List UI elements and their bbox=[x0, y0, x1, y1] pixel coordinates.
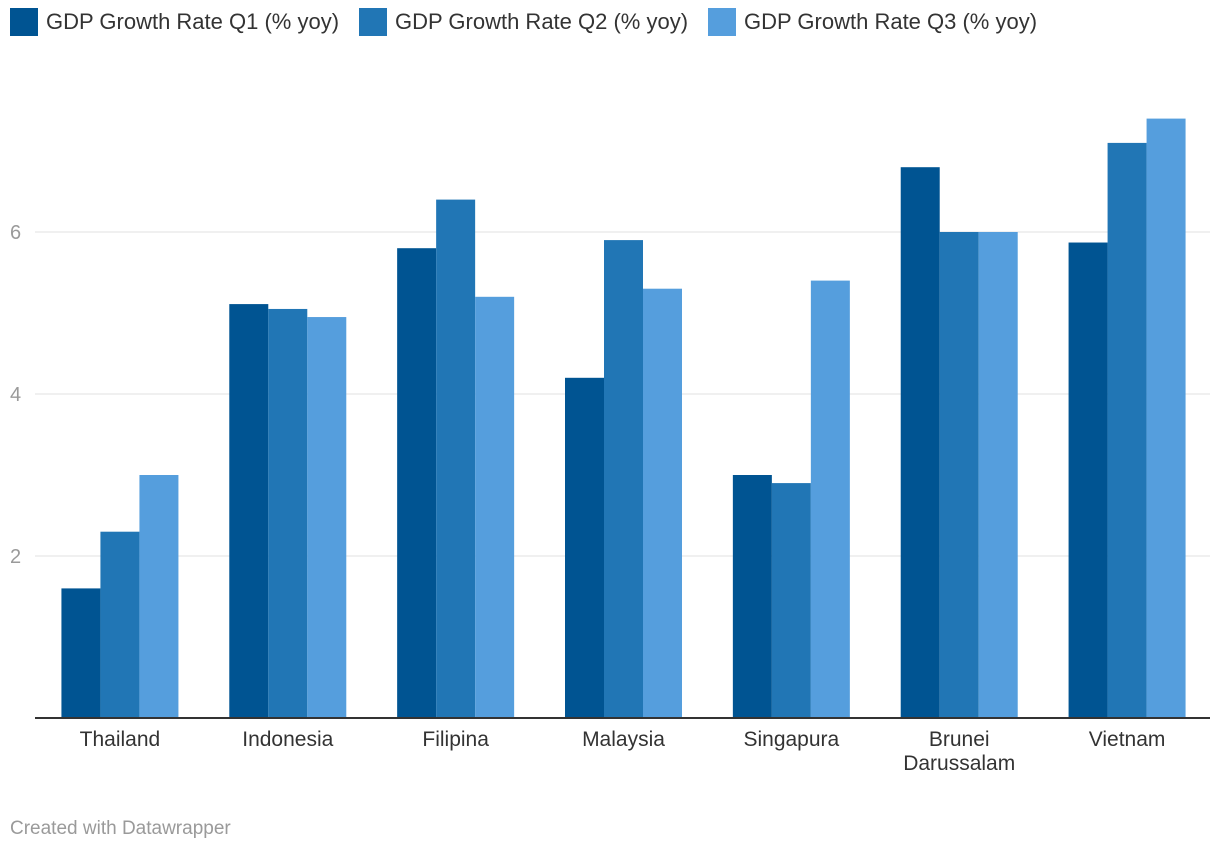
x-category-label: Indonesia bbox=[242, 728, 333, 751]
bar-vietnam-q1 bbox=[1068, 242, 1108, 718]
x-category-label: Malaysia bbox=[582, 728, 665, 751]
bar-filipina-q2 bbox=[436, 199, 476, 719]
legend-label-q1: GDP Growth Rate Q1 (% yoy) bbox=[46, 9, 340, 34]
bar-thailand-q1 bbox=[61, 588, 101, 718]
x-category-label: Filipina bbox=[422, 728, 489, 751]
bar-brunei-darussalam-q1 bbox=[900, 167, 940, 718]
bar-vietnam-q2 bbox=[1107, 142, 1147, 718]
bar-indonesia-q2 bbox=[268, 308, 308, 718]
x-category-label: Vietnam bbox=[1089, 728, 1166, 751]
bar-thailand-q2 bbox=[100, 531, 140, 718]
legend-item-q2[interactable]: GDP Growth Rate Q2 (% yoy) bbox=[359, 8, 688, 36]
legend-item-q1[interactable]: GDP Growth Rate Q1 (% yoy) bbox=[10, 8, 339, 36]
bar-filipina-q1 bbox=[397, 248, 437, 718]
bar-malaysia-q3 bbox=[643, 288, 682, 718]
legend-swatch-q2 bbox=[359, 8, 388, 36]
x-category-label: Thailand bbox=[80, 728, 161, 751]
x-category-label: Brunei bbox=[929, 728, 990, 751]
bar-filipina-q3 bbox=[475, 296, 515, 718]
bar-brunei-darussalam-q3 bbox=[978, 232, 1018, 718]
x-category-label: Singapura bbox=[743, 728, 839, 751]
footer-credit[interactable]: Created with Datawrapper bbox=[10, 818, 231, 839]
legend-label-q3: GDP Growth Rate Q3 (% yoy) bbox=[744, 9, 1038, 34]
bar-brunei-darussalam-q2 bbox=[939, 232, 979, 718]
y-tick-label-6: 6 bbox=[10, 222, 21, 244]
bar-indonesia-q1 bbox=[229, 304, 269, 718]
legend-swatch-q3 bbox=[708, 8, 737, 36]
legend-label-q2: GDP Growth Rate Q2 (% yoy) bbox=[395, 9, 689, 34]
bar-malaysia-q2 bbox=[604, 240, 643, 718]
legend: GDP Growth Rate Q1 (% yoy) GDP Growth Ra… bbox=[10, 8, 1057, 36]
bar-singapura-q3 bbox=[810, 280, 850, 718]
y-tick-label-4: 4 bbox=[10, 384, 21, 406]
legend-item-q3[interactable]: GDP Growth Rate Q3 (% yoy) bbox=[708, 8, 1037, 36]
legend-swatch-q1 bbox=[10, 8, 38, 36]
bar-singapura-q2 bbox=[771, 483, 811, 718]
bar-thailand-q3 bbox=[139, 475, 179, 718]
bar-singapura-q1 bbox=[732, 475, 772, 718]
y-tick-label-2: 2 bbox=[10, 546, 21, 568]
bar-indonesia-q3 bbox=[307, 317, 347, 718]
bar-vietnam-q3 bbox=[1146, 118, 1186, 719]
bar-malaysia-q1 bbox=[565, 377, 604, 718]
x-category-label: Darussalam bbox=[903, 752, 1015, 775]
